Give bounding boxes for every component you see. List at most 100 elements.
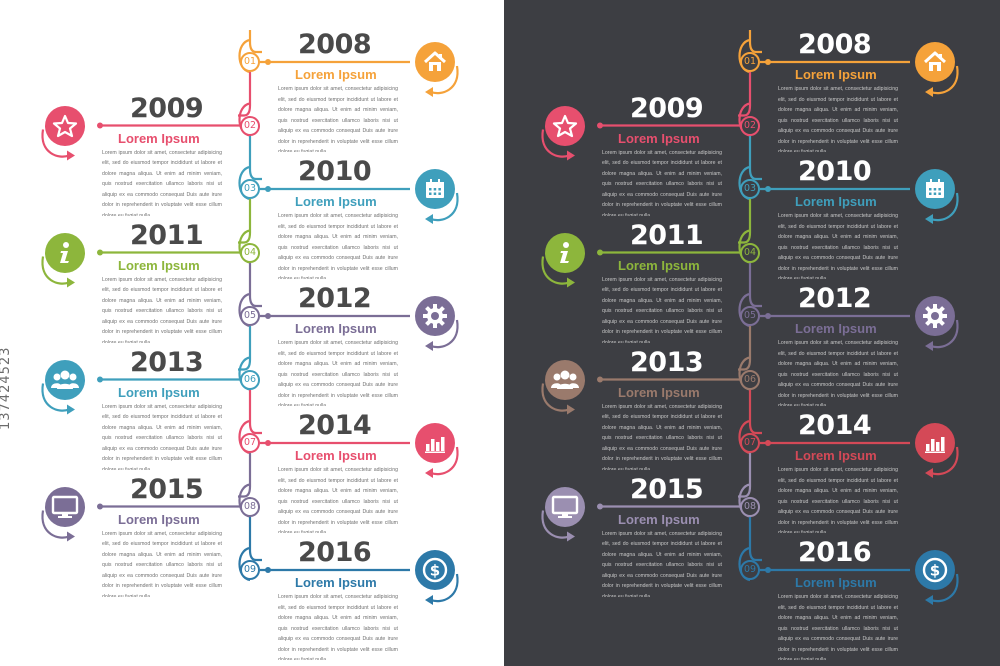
connector-dot (265, 567, 271, 573)
monitor-icon (45, 486, 85, 527)
item-title: Lorem Ipsum (118, 130, 200, 146)
arrow-head (67, 404, 75, 415)
cycle-arrow (930, 319, 959, 349)
year-label: 2010 (298, 156, 372, 187)
cycle-arrow (41, 256, 70, 285)
connector-dot (597, 376, 603, 383)
dollar-icon: $ (915, 550, 955, 590)
timeline-segment (238, 199, 252, 244)
cycle-arrow (41, 129, 70, 158)
item-title: Lorem Ipsum (295, 67, 377, 82)
arrow-head (67, 277, 75, 288)
timeline-segment (738, 326, 752, 371)
item-title: Lorem Ipsum (118, 384, 200, 400)
connector-dot (597, 503, 603, 510)
timeline-segment (748, 30, 762, 54)
item-title: Lorem Ipsum (795, 321, 877, 336)
item-title: Lorem Ipsum (295, 575, 377, 590)
timeline-segment (748, 135, 762, 181)
item-title: Lorem Ipsum (118, 511, 200, 527)
timeline-panel-dark: 01 2008 Lorem Ipsum Lorem ipsum dolor sit a… (500, 0, 1000, 666)
step-number: 07 (240, 433, 260, 453)
item-description: Lorem ipsum dolor sit amet, consectetur … (778, 213, 898, 279)
cycle-arrow (430, 192, 459, 222)
year-label: 2011 (630, 219, 704, 251)
arrow-head (67, 150, 75, 161)
connector-dot (97, 376, 103, 383)
connector-dot (597, 249, 603, 256)
svg-text:$: $ (430, 562, 440, 580)
item-description: Lorem ipsum dolor sit amet, consectetur … (102, 149, 222, 216)
timeline-segment (248, 30, 262, 54)
cycle-arrow (430, 65, 459, 95)
timeline-connectors-dark (541, 30, 959, 605)
connector-dot (765, 186, 771, 192)
year-label: 2008 (798, 29, 872, 60)
timeline-segment (748, 262, 762, 308)
year-label: 2014 (298, 410, 372, 441)
connector-dot (765, 440, 771, 446)
timeline-segment (238, 453, 252, 498)
arrow-head (425, 214, 433, 224)
connector-dot (265, 313, 271, 319)
calendar-icon (915, 169, 955, 209)
info-icon (545, 232, 585, 273)
step-number: 02 (740, 115, 760, 136)
year-label: 2012 (798, 283, 872, 314)
item-title: Lorem Ipsum (618, 130, 700, 146)
step-number: 08 (240, 496, 260, 517)
year-label: 2016 (798, 537, 872, 568)
timeline-segment (748, 389, 762, 435)
monitor-icon (545, 486, 585, 527)
connector-dot (597, 122, 603, 129)
item-description: Lorem ipsum dolor sit amet, consectetur … (278, 340, 398, 406)
timeline-segment (248, 516, 262, 562)
step-number: 08 (740, 496, 760, 517)
gear-icon (915, 296, 955, 336)
year-label: 2011 (130, 219, 204, 251)
step-number: 05 (740, 306, 760, 326)
step-number: 09 (740, 560, 760, 580)
connector-dot (765, 59, 771, 65)
timeline-segment (238, 72, 252, 117)
item-title: Lorem Ipsum (795, 67, 877, 82)
item-title: Lorem Ipsum (795, 194, 877, 209)
connector-dot (265, 440, 271, 446)
item-description: Lorem ipsum dolor sit amet, consectetur … (102, 530, 222, 597)
cycle-arrow (541, 383, 570, 412)
cycle-arrow (541, 256, 570, 285)
step-number: 06 (740, 369, 760, 390)
item-description: Lorem ipsum dolor sit amet, consectetur … (278, 467, 398, 533)
item-description: Lorem ipsum dolor sit amet, consectetur … (602, 403, 722, 470)
bar-chart-icon (915, 423, 955, 463)
svg-text:$: $ (930, 562, 940, 580)
step-number: 03 (240, 179, 260, 199)
year-label: 2013 (130, 346, 204, 378)
home-icon (415, 42, 455, 82)
item-title: Lorem Ipsum (618, 511, 700, 527)
star-icon (45, 105, 85, 146)
timeline-connectors-light (41, 30, 459, 605)
year-label: 2015 (130, 473, 204, 505)
item-description: Lorem ipsum dolor sit amet, consectetur … (602, 149, 722, 216)
step-number: 05 (240, 306, 260, 326)
arrow-head (567, 531, 575, 542)
step-number: 06 (240, 369, 260, 390)
year-label: 2016 (298, 537, 372, 568)
cycle-arrow (430, 573, 459, 603)
item-description: Lorem ipsum dolor sit amet, consectetur … (778, 594, 898, 660)
timeline-segment (248, 262, 262, 308)
cycle-arrow (930, 65, 959, 95)
item-title: Lorem Ipsum (118, 257, 200, 273)
connector-dot (265, 186, 271, 192)
connector-dot (97, 122, 103, 129)
item-title: Lorem Ipsum (618, 257, 700, 273)
year-label: 2015 (630, 473, 704, 505)
item-title: Lorem Ipsum (795, 575, 877, 590)
item-description: Lorem ipsum dolor sit amet, consectetur … (278, 86, 398, 152)
item-description: Lorem ipsum dolor sit amet, consectetur … (278, 594, 398, 660)
item-description: Lorem ipsum dolor sit amet, consectetur … (602, 530, 722, 597)
connector-dot (265, 59, 271, 65)
step-number: 02 (240, 115, 260, 136)
